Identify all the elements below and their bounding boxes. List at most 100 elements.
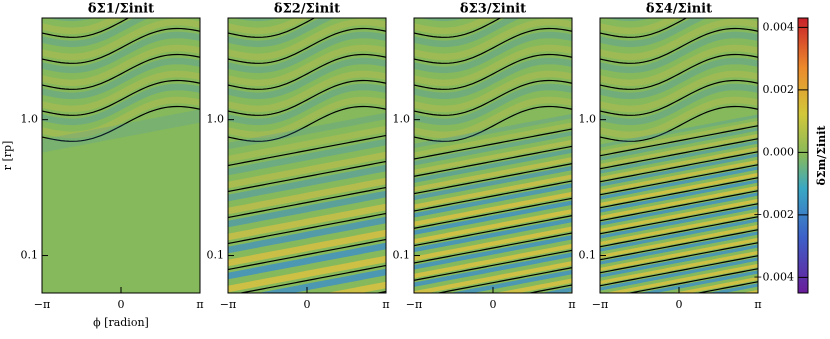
contour: [414, 163, 572, 195]
contour: [223, 317, 391, 335]
wave-band: [228, 203, 386, 241]
wave-band: [600, 198, 758, 233]
contour: [228, 79, 386, 116]
wave-band: [600, 192, 758, 226]
wave-band: [600, 211, 758, 246]
contour: [600, 151, 758, 183]
wave-band: [414, 122, 572, 157]
x-tick-label: π: [196, 298, 203, 311]
wave-band: [42, 83, 200, 126]
contour: [600, 216, 758, 248]
wave-band: [228, 18, 310, 35]
wave-band: [228, 151, 386, 189]
wave-band: [595, 310, 763, 335]
wave-band: [228, 190, 386, 228]
wave-band: [672, 276, 758, 293]
wave-band: [223, 310, 391, 335]
contour: [600, 138, 758, 170]
wave-band: [600, 159, 758, 194]
x-tick-label: π: [568, 298, 575, 311]
y-tick-label: 1.0: [21, 113, 39, 126]
heatmap-pattern: [42, 18, 200, 153]
wave-band: [414, 200, 572, 235]
wave-band: [600, 224, 758, 259]
y-tick-label: 1.0: [207, 113, 225, 126]
colorbar: [797, 17, 809, 294]
panel-title: δΣ3/Σinit: [460, 2, 526, 17]
wave-band: [228, 242, 386, 280]
contour: [414, 18, 502, 38]
contour: [600, 242, 758, 274]
x-tick-label: 0: [490, 298, 497, 311]
contour: [414, 128, 572, 160]
contour: [414, 249, 572, 281]
wave-band: [707, 283, 758, 293]
wave-band: [414, 18, 496, 35]
contour: [600, 255, 758, 287]
x-tick-label: 0: [304, 298, 311, 311]
wave-band: [600, 83, 758, 126]
contour: [228, 160, 386, 193]
x-tick-label: 0: [118, 298, 125, 311]
wave-band: [600, 18, 708, 48]
x-tick-label: π: [382, 298, 389, 311]
wave-band: [228, 70, 386, 113]
wave-band: [414, 183, 572, 218]
contour: [600, 27, 758, 64]
wave-band: [600, 96, 758, 139]
wave-band: [414, 157, 572, 192]
wave-band: [414, 70, 572, 113]
wave-band: [600, 205, 758, 239]
contour: [42, 18, 130, 38]
panel-title: δΣ4/Σinit: [646, 2, 712, 17]
wave-band: [228, 57, 386, 100]
wave-band: [600, 166, 758, 200]
wave-band: [228, 164, 386, 202]
contour: [414, 215, 572, 247]
wave-band: [600, 18, 758, 61]
wave-band: [600, 172, 758, 207]
wave-band: [42, 57, 200, 100]
wave-band: [414, 139, 572, 175]
wave-band: [600, 18, 682, 35]
contour: [600, 190, 758, 222]
contour: [600, 53, 758, 90]
y-tick-label: 0.1: [207, 249, 225, 262]
wave-band: [600, 120, 758, 155]
contour: [228, 53, 386, 90]
contour: [228, 18, 316, 38]
contour: [595, 320, 763, 335]
contour: [42, 105, 200, 142]
wave-band: [42, 18, 200, 61]
contour: [595, 307, 763, 335]
wave-band: [414, 235, 572, 270]
wave-band: [228, 44, 386, 87]
wave-band: [600, 114, 758, 148]
contour: [409, 319, 577, 335]
wave-band: [414, 191, 572, 227]
wave-band: [228, 177, 386, 215]
wave-band: [228, 125, 386, 163]
contour: [42, 27, 200, 64]
wave-band: [228, 112, 386, 150]
wave-band: [326, 281, 386, 293]
y-tick-label: 0.1: [21, 249, 39, 262]
wave-band: [414, 165, 572, 201]
wave-band: [409, 314, 577, 335]
wave-band: [600, 140, 758, 174]
y-tick-label: 1.0: [579, 113, 597, 126]
panel-title: δΣ2/Σinit: [274, 2, 340, 17]
contour: [42, 53, 200, 90]
heatmap-pattern: [223, 18, 391, 335]
contour: [627, 268, 758, 293]
contour: [228, 212, 386, 245]
x-axis-label: ϕ [radion]: [93, 316, 149, 329]
contour: [600, 164, 758, 196]
y-axis-label: r [rp]: [1, 141, 14, 171]
wave-band: [600, 57, 758, 100]
colorbar-tick-label: 0.000: [763, 145, 795, 158]
wave-band: [414, 252, 572, 287]
contour: [600, 229, 758, 261]
wave-band: [42, 44, 200, 87]
